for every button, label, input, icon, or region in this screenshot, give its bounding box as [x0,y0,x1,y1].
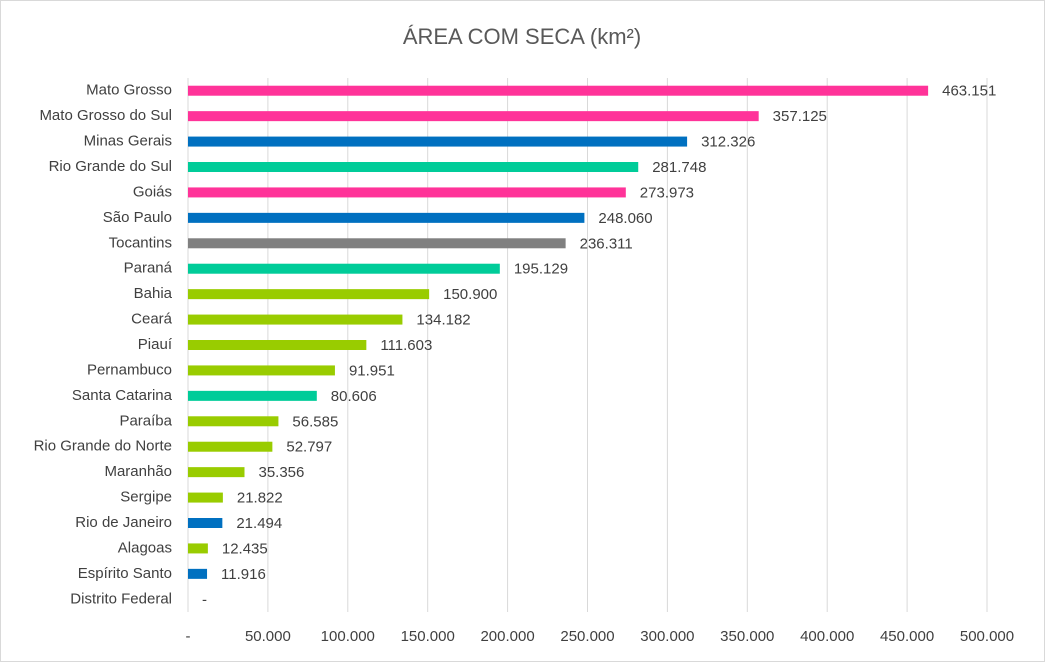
y-tick-label: Ceará [131,311,173,328]
data-label: - [202,591,207,608]
data-label: 91.951 [349,362,395,379]
data-label: 35.356 [258,464,304,481]
bar [188,289,430,300]
data-label: 273.973 [640,184,694,201]
y-tick-label: Piauí [138,336,173,353]
data-label: 248.060 [598,210,652,227]
y-tick-label: Pernambuco [87,361,172,378]
x-tick-label: 300.000 [640,628,694,645]
y-tick-label: Tocantins [109,234,172,251]
y-tick-label: Goiás [133,183,172,200]
data-label: 281.748 [652,159,706,176]
bar [188,238,566,249]
y-tick-label: Santa Catarina [72,387,173,404]
y-tick-label: Rio de Janeiro [75,514,172,531]
x-tick-label: 250.000 [560,628,614,645]
bar [188,441,273,452]
bar [188,111,759,122]
bar [188,390,317,401]
y-tick-label: Mato Grosso do Sul [39,107,172,124]
data-label: 312.326 [701,134,755,151]
data-label: 80.606 [331,388,377,405]
y-tick-label: Rio Grande do Norte [34,438,172,455]
data-label: 357.125 [773,108,827,125]
data-label: 195.129 [514,261,568,278]
y-tick-label: Distrito Federal [70,590,172,607]
y-tick-label: Paraíba [119,412,172,429]
data-label: 134.182 [416,312,470,329]
y-tick-label: Paraná [124,260,173,277]
x-tick-label: - [186,628,191,645]
y-tick-label: Rio Grande do Sul [49,158,172,175]
y-tick-label: Espírito Santo [78,565,172,582]
x-tick-label: 200.000 [480,628,534,645]
bar [188,314,403,325]
y-tick-label: Minas Gerais [84,133,172,150]
y-tick-label: Alagoas [118,539,172,556]
bar [188,365,335,376]
bar [188,492,223,503]
y-tick-label: Mato Grosso [86,82,172,99]
bar [188,518,223,528]
x-tick-label: 500.000 [960,628,1014,645]
data-label: 463.151 [942,83,996,100]
data-label: 150.900 [443,286,497,303]
bar [188,467,245,478]
data-label: 52.797 [286,439,332,456]
x-tick-label: 450.000 [880,628,934,645]
x-tick-label: 400.000 [800,628,854,645]
chart-title: ÁREA COM SECA (km²) [403,24,641,49]
bar [188,416,279,427]
bar [188,543,208,554]
bar [188,187,626,198]
bar [188,568,208,579]
y-tick-label: Maranhão [104,463,172,480]
y-tick-label: São Paulo [103,209,172,226]
x-tick-label: 350.000 [720,628,774,645]
y-tick-label: Sergipe [120,489,172,506]
x-tick-label: 50.000 [245,628,291,645]
data-label: 111.603 [380,337,432,354]
data-label: 56.585 [292,413,338,430]
x-tick-label: 150.000 [401,628,455,645]
bar [188,263,500,274]
data-label: 11.916 [221,566,266,583]
data-label: 21.822 [237,490,283,507]
bar [188,162,639,172]
y-tick-label: Bahia [134,285,173,302]
bar [188,136,688,147]
data-label: 12.435 [222,540,268,557]
x-tick-label: 100.000 [321,628,375,645]
bar [188,212,585,223]
data-label: 236.311 [580,235,633,252]
bar [188,340,367,350]
bar [188,85,929,96]
data-label: 21.494 [236,515,282,532]
